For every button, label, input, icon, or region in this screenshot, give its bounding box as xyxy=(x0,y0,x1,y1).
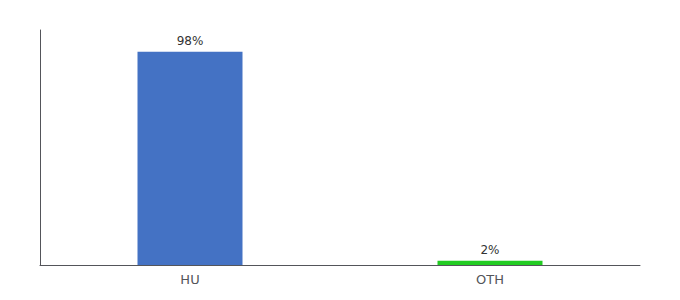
svg-text:2%: 2% xyxy=(480,243,499,257)
svg-text:98%: 98% xyxy=(177,34,204,48)
svg-text:HU: HU xyxy=(180,272,199,287)
svg-text:OTH: OTH xyxy=(476,272,504,287)
